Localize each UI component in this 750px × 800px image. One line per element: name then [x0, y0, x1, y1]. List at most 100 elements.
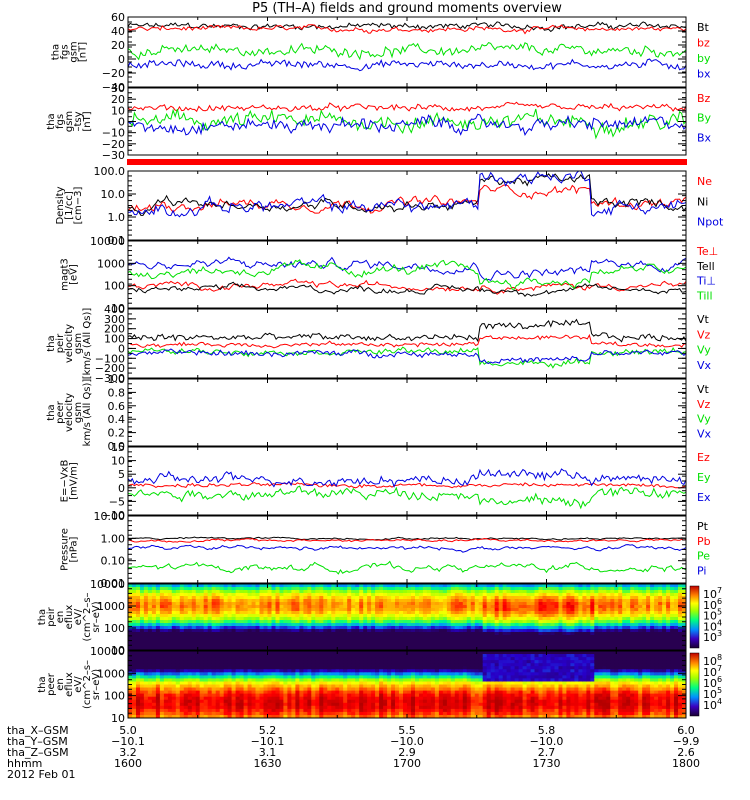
heat-cell — [219, 620, 225, 624]
heat-cell — [307, 681, 312, 686]
heat-cell — [578, 611, 583, 615]
heat-cell — [136, 623, 141, 627]
heat-cell — [339, 605, 344, 609]
heat-cell — [355, 623, 360, 627]
heat-cell — [438, 584, 444, 588]
heat-cell — [458, 593, 464, 597]
heat-cell — [574, 602, 579, 606]
heat-cell — [319, 584, 324, 588]
heat-cell — [175, 702, 181, 707]
heat-cell — [263, 654, 269, 658]
legend-entry: Ni — [697, 195, 708, 208]
y-tick-label: 10.0 — [101, 188, 126, 201]
heat-cell — [335, 599, 340, 603]
heat-cell — [167, 632, 173, 636]
heat-cell — [223, 678, 229, 682]
heat-cell — [562, 623, 567, 627]
heat-cell — [227, 669, 233, 673]
heat-cell — [391, 599, 396, 603]
heat-cell — [183, 626, 189, 630]
heat-cell — [642, 617, 647, 621]
heat-cell — [187, 693, 193, 698]
heat-cell — [136, 641, 141, 645]
heat-cell — [179, 666, 185, 670]
heat-cell — [299, 593, 304, 597]
heat-cell — [558, 614, 564, 618]
heat-cell — [187, 593, 193, 597]
heat-cell — [155, 605, 161, 609]
heat-cell — [438, 629, 444, 633]
heat-cell — [291, 641, 296, 645]
heat-cell — [179, 699, 185, 704]
heat-cell — [151, 623, 157, 627]
heat-cell — [662, 617, 667, 621]
heat-cell — [498, 638, 504, 642]
heat-cell — [438, 638, 444, 642]
heat-cell — [359, 654, 364, 658]
heat-cell — [355, 620, 360, 624]
heat-cell — [195, 657, 201, 661]
heat-cell — [606, 629, 611, 633]
heat-cell — [502, 644, 508, 648]
heat-cell — [442, 647, 448, 650]
heat-cell — [411, 608, 416, 612]
heat-cell — [526, 638, 532, 642]
heat-cell — [215, 672, 221, 676]
heat-cell — [247, 657, 253, 661]
heat-cell — [682, 635, 686, 639]
heat-cell — [570, 605, 575, 609]
heat-cell — [598, 593, 603, 597]
heat-cell — [151, 693, 157, 698]
heat-cell — [566, 629, 571, 633]
heat-cell — [650, 626, 655, 630]
heat-cell — [419, 638, 424, 642]
heat-cell — [255, 638, 261, 642]
heat-cell — [450, 623, 456, 627]
heat-cell — [658, 647, 663, 650]
heat-cell — [331, 644, 336, 648]
heat-cell — [199, 687, 205, 692]
heat-cell — [159, 669, 165, 673]
heat-cell — [546, 632, 552, 636]
heat-cell — [159, 675, 165, 679]
y-tick-label: 10 — [111, 455, 125, 468]
heat-cell — [442, 602, 448, 606]
heat-cell — [558, 584, 564, 588]
heat-cell — [363, 623, 368, 627]
heat-cell — [430, 641, 436, 645]
heat-cell — [267, 696, 273, 701]
heat-cell — [199, 654, 205, 658]
heat-cell — [179, 660, 185, 664]
y-axis-label: tha — [46, 404, 57, 420]
panel-frame — [127, 378, 687, 447]
heat-cell — [454, 647, 460, 650]
heat-cell — [315, 690, 320, 695]
heat-cell — [315, 596, 320, 600]
heat-cell — [462, 644, 468, 648]
heat-cell — [275, 711, 281, 716]
heat-cell — [299, 696, 304, 701]
heat-cell — [303, 611, 308, 615]
heat-cell — [622, 623, 627, 627]
heat-cell — [490, 584, 496, 588]
heat-cell — [275, 629, 281, 633]
heat-cell — [351, 614, 356, 618]
heat-cell — [223, 608, 229, 612]
heat-cell — [542, 587, 548, 591]
heat-cell — [602, 590, 607, 594]
heat-cell — [590, 644, 595, 648]
heat-cell — [143, 608, 149, 612]
heat-cell — [355, 638, 360, 642]
legend-entry: Tell — [696, 260, 715, 273]
heat-cell — [199, 715, 205, 718]
heat-cell — [299, 657, 304, 661]
heat-cell — [434, 587, 440, 591]
heat-cell — [566, 596, 571, 600]
heat-cell — [319, 590, 324, 594]
heat-cell — [363, 638, 368, 642]
heat-cell — [283, 626, 288, 630]
heat-cell — [147, 623, 153, 627]
heat-cell — [578, 596, 583, 600]
heat-cell — [327, 705, 332, 710]
heat-cell — [387, 638, 392, 642]
